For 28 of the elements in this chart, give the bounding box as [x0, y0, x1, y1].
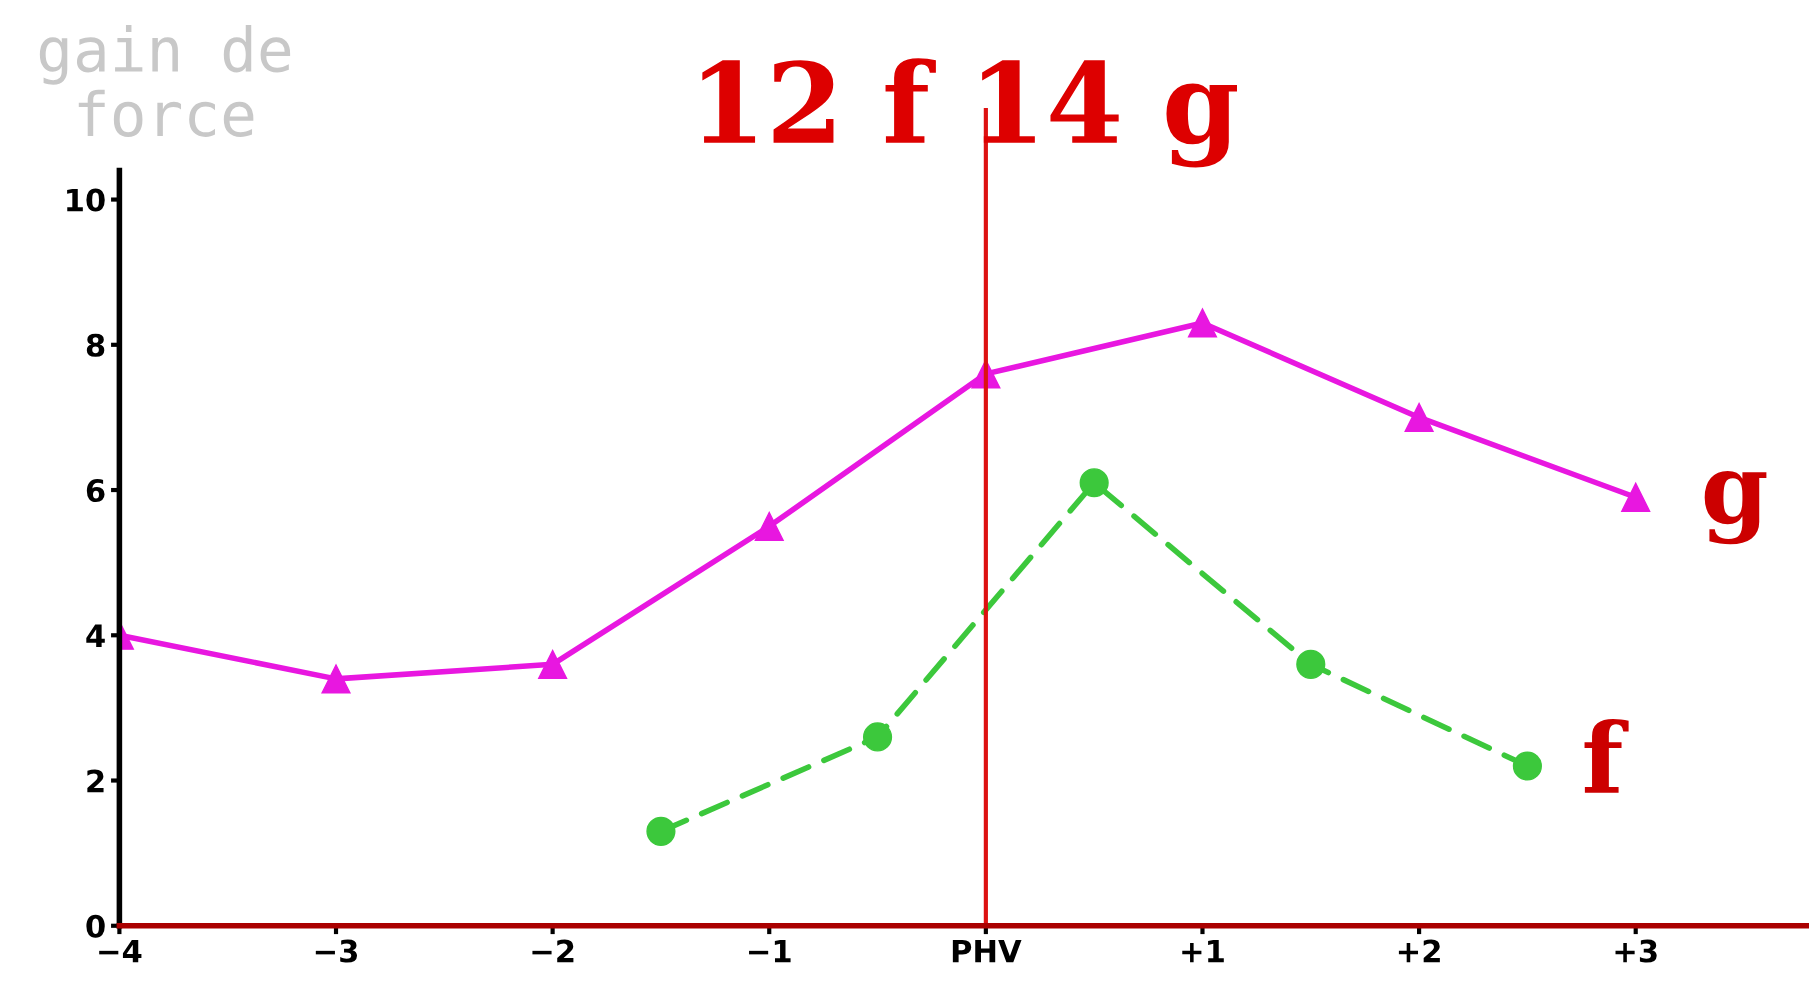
point — [1404, 402, 1434, 433]
x-tick-label: −1 — [749, 939, 791, 963]
x-tick-label: −3 — [315, 939, 358, 963]
series-label: g — [1704, 470, 1767, 545]
point — [538, 649, 568, 679]
x-tick-label: +2 — [1398, 939, 1440, 963]
y-tick-label: 4 — [86, 624, 105, 647]
point — [1296, 649, 1326, 679]
y-tick-label: 8 — [86, 333, 105, 357]
point — [754, 511, 784, 541]
point — [1187, 308, 1218, 338]
point — [321, 664, 351, 694]
chart-title: 12 f 14 g — [702, 58, 1237, 168]
y-tick-label: 0 — [86, 914, 105, 938]
y-tick-label: 6 — [86, 479, 105, 503]
y-tick-label: 10 — [67, 188, 105, 212]
point — [862, 722, 893, 752]
point — [1621, 482, 1651, 512]
point — [1512, 751, 1542, 781]
y-tick-label: 2 — [87, 769, 104, 793]
x-tick-label: PHV — [952, 939, 1022, 963]
point — [646, 816, 676, 846]
x-tick-label: −4 — [99, 939, 142, 963]
point — [1079, 468, 1109, 498]
x-tick-label: −2 — [532, 939, 574, 963]
x-tick-label: +3 — [1615, 939, 1657, 963]
series-label: f — [1584, 718, 1629, 793]
x-tick-label: +1 — [1182, 939, 1224, 963]
